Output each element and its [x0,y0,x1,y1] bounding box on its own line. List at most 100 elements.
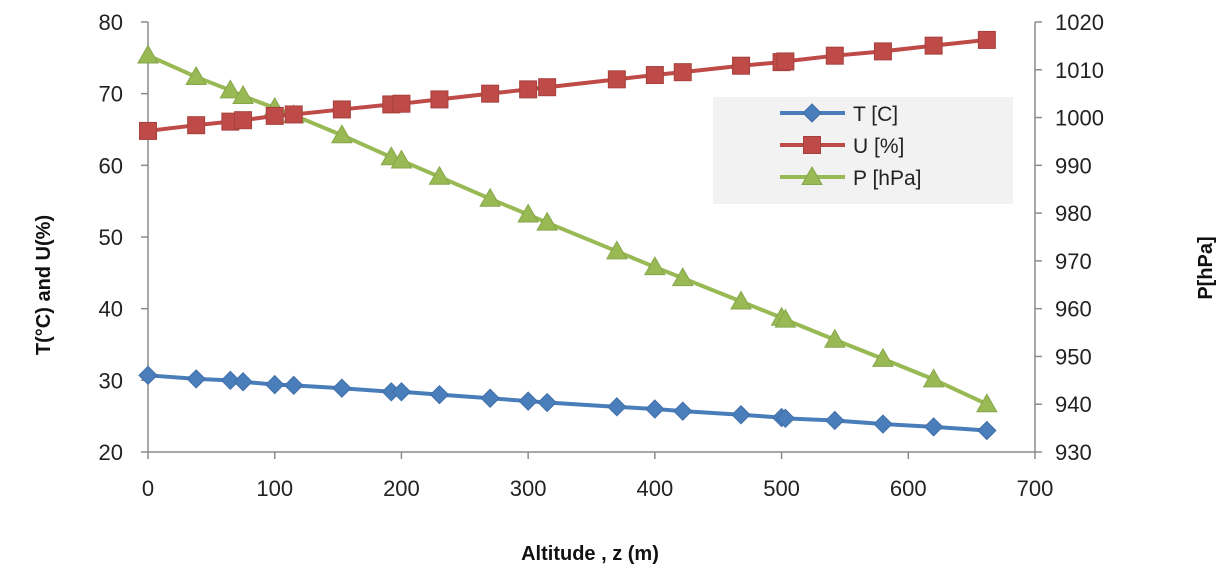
data-point [975,393,998,413]
data-point [265,374,285,395]
data-point [232,85,254,105]
data-point [825,46,844,65]
data-point [479,187,501,207]
data-point [517,203,540,223]
y-axis-right-title: P[hPa] [1195,236,1217,299]
data-point [332,378,352,398]
legend-box [713,97,1013,204]
x-tick-label: 100 [256,476,293,501]
legend-marker [803,136,821,154]
y-tick-label: 70 [99,82,123,107]
data-point [186,369,206,389]
data-point [331,124,353,144]
data-point [775,408,796,429]
y2-tick-label: 1020 [1055,10,1104,35]
data-point [220,370,241,391]
data-point [872,347,894,367]
y2-tick-label: 930 [1055,440,1092,465]
data-point [922,368,945,388]
series-triangle [137,44,998,413]
data-point [187,116,206,135]
data-point [185,65,208,85]
data-point [518,391,538,411]
data-point [643,256,666,276]
data-point [774,308,797,328]
y-tick-label: 50 [99,225,123,250]
data-point [873,42,892,61]
legend: T [C] U [%] P [hPa] [713,97,1013,204]
data-point [923,417,944,437]
data-point [392,94,411,113]
series-layer [137,30,998,441]
x-tick-label: 300 [510,476,547,501]
data-point [480,388,500,408]
data-point [265,106,284,125]
y-tick-label: 40 [99,297,123,322]
data-point [139,121,157,140]
data-point [391,382,412,402]
data-point [607,397,627,417]
y2-tick-label: 960 [1055,297,1092,322]
y-tick-label: 60 [99,153,123,178]
data-point [823,328,846,348]
y2-tick-label: 980 [1055,201,1092,226]
x-tick-label: 0 [142,476,154,501]
data-point [924,36,943,55]
data-point [825,410,845,431]
data-point [519,80,538,99]
data-point [138,365,158,386]
data-point [536,211,559,231]
x-axis-title: Altitude , z (m) [521,543,659,565]
legend-label: U [%] [853,135,904,158]
x-tick-label: 500 [763,476,800,501]
data-point [671,267,694,287]
y2-tick-label: 1010 [1055,58,1104,83]
data-point [137,44,159,64]
data-point [481,84,500,103]
data-point [776,52,795,71]
data-point [234,111,253,130]
x-tick-label: 400 [636,476,673,501]
legend-label: T [C] [853,103,898,126]
y-tick-label: 20 [99,440,123,465]
series-square [139,30,996,140]
data-point [607,70,626,89]
legend-marker [802,103,822,123]
y-axis-left-title: T(°C) and U(%) [33,215,55,355]
x-tick-label: 200 [383,476,420,501]
data-point [430,90,449,109]
data-point [730,290,752,310]
y2-tick-label: 1000 [1055,106,1104,131]
x-tick-label: 600 [890,476,927,501]
y2-tick-label: 970 [1055,249,1092,274]
data-point [977,420,997,441]
data-point [233,372,253,392]
data-point [645,399,665,419]
data-point [390,149,413,169]
legend-marker [801,165,823,185]
x-tick-label: 700 [1017,476,1054,501]
y2-tick-label: 950 [1055,344,1092,369]
y-tick-label: 30 [99,368,123,393]
series-diamond [138,365,997,441]
y2-tick-label: 990 [1055,153,1092,178]
data-point [429,384,450,405]
tick-group: 0 100 200 300 400 500 600 700 20 30 40 50 60 70 80 930 9… [99,10,1104,501]
data-point [673,63,692,82]
legend-label: P [hPa] [853,167,922,190]
y2-tick-label: 940 [1055,392,1092,417]
data-point [977,30,996,49]
data-point [428,165,451,185]
data-point [284,105,303,124]
data-point [732,56,751,75]
data-point [284,375,304,396]
data-point [605,240,628,260]
data-point [645,66,664,85]
y-tick-label: 80 [99,10,123,35]
data-point [673,401,693,421]
data-point [219,79,242,99]
data-point [873,414,893,434]
data-point [731,405,751,425]
data-point [537,392,557,413]
